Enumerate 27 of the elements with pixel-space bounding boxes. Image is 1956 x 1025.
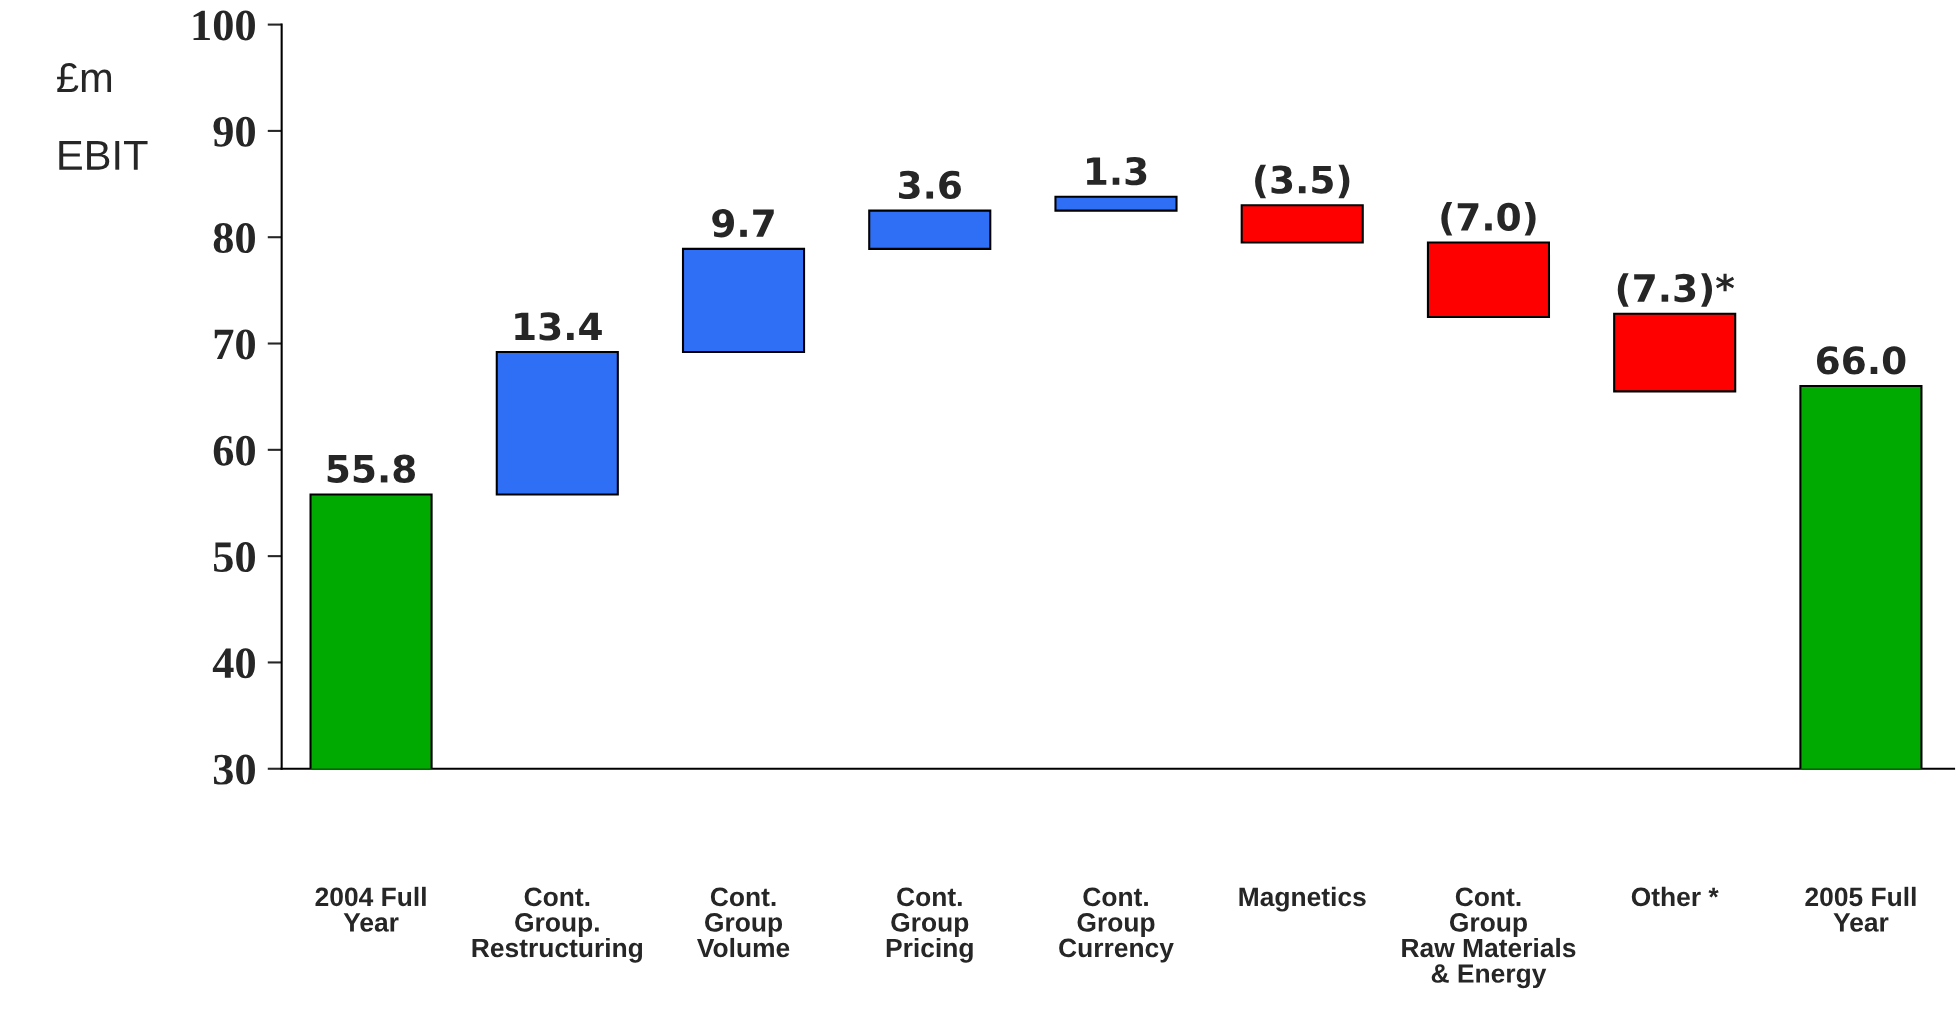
data-label: 1.3: [1087, 156, 1147, 186]
data-label: 13.4: [515, 312, 602, 341]
data-label: 66.0: [1816, 346, 1906, 375]
x-tick-label: Cont. Group. Restructuring: [472, 887, 643, 963]
x-tick-label: 2005 Full Year: [1805, 886, 1916, 932]
y-tick-label: 90: [213, 116, 255, 147]
data-label: (3.5): [1255, 164, 1350, 199]
y-tick-label: 70: [214, 329, 255, 360]
y-tick-label: 30: [213, 754, 255, 785]
x-tick-label: Cont. Group Currency: [1059, 887, 1174, 963]
y-axis-title: £m EBIT: [57, 62, 148, 170]
x-tick-label: 2004 Full Year: [315, 886, 426, 932]
x-tick-label: Magnetics: [1239, 886, 1366, 912]
x-tick-label: Other *: [1631, 886, 1719, 907]
y-tick-label: 60: [213, 435, 255, 466]
x-tick-label: Cont. Group Raw Materials & Energy: [1402, 887, 1576, 989]
y-tick-label: 80: [213, 223, 255, 254]
data-label: 9.7: [712, 209, 774, 238]
x-tick-label: Cont. Group Volume: [697, 887, 790, 958]
x-tick-label: Cont. Group Pricing: [886, 887, 973, 963]
data-label: (7.3)*: [1617, 273, 1735, 307]
y-tick-label: 40: [212, 648, 255, 679]
data-label: (7.0): [1441, 202, 1536, 236]
data-label: 3.6: [899, 170, 961, 200]
data-label: 55.8: [327, 454, 415, 483]
y-tick-label: 50: [214, 542, 255, 572]
y-tick-label: 100: [193, 10, 255, 41]
